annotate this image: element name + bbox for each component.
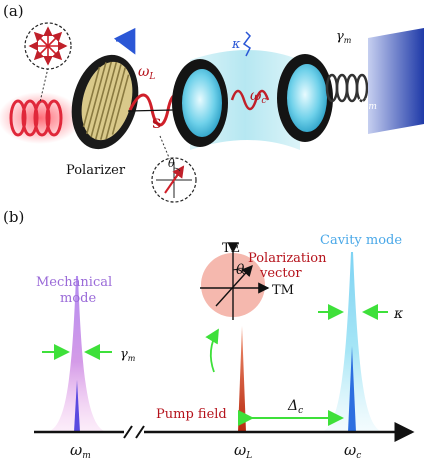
delta-c-label: Δc <box>287 398 303 416</box>
polarizer-label: Polarizer <box>66 163 126 178</box>
S-label: S <box>152 117 161 132</box>
mechanical-peak <box>46 276 108 432</box>
mechanical-peak-core <box>74 380 80 432</box>
gamma-m-label-b: γm <box>120 347 136 363</box>
omega-c-label-a: ωc <box>250 88 266 106</box>
laser-glow <box>0 92 82 144</box>
cavity-mode-label: Cavity mode <box>320 233 402 248</box>
mechanical-spring <box>325 73 369 103</box>
kappa-leak-arrow <box>242 31 251 57</box>
kappa-label-b: κ <box>393 306 403 322</box>
axis-omega-L: ωL <box>234 441 252 460</box>
theta-label-a: θ <box>168 157 175 170</box>
panel-a-label: (a) <box>3 2 24 20</box>
kappa-label-a: κ <box>231 37 241 52</box>
omega-L-label-a: ωL <box>138 64 155 82</box>
panel-b-label: (b) <box>3 208 24 226</box>
theta-inset: θ <box>151 135 197 203</box>
mechanical-mode-line2: mode <box>60 291 96 306</box>
intracavity-wave <box>230 89 270 111</box>
polarizer-disk <box>71 54 139 150</box>
movable-mirror-plate <box>368 28 424 134</box>
omega-m-label-a: ωm <box>357 94 377 112</box>
axis-omega-m: ωm <box>70 441 91 460</box>
polarization-line1: Polarization <box>248 251 327 266</box>
axis-break-1 <box>123 425 133 439</box>
cavity-peak <box>320 252 384 432</box>
theta-label-b: θ <box>236 262 245 278</box>
TM-label: TM <box>272 283 294 298</box>
pump-field-label: Pump field <box>156 407 227 422</box>
axis-omega-c: ωc <box>344 441 361 460</box>
polarization-line2: vector <box>259 266 302 281</box>
pump-to-circle-arrow <box>205 328 219 373</box>
gamma-m-label-a: γm <box>336 29 352 45</box>
input-beam-spring <box>9 99 63 137</box>
rotation-arrow <box>113 27 136 55</box>
axis-break-2 <box>135 425 145 439</box>
polarization-circle <box>200 242 270 320</box>
pump-peak <box>238 326 246 432</box>
optical-cavity <box>172 50 333 150</box>
TE-label: TE <box>222 241 240 256</box>
unpolarized-inset <box>24 22 72 103</box>
mechanical-mode-line1: Mechanical <box>36 275 112 290</box>
cavity-peak-core <box>348 346 356 432</box>
